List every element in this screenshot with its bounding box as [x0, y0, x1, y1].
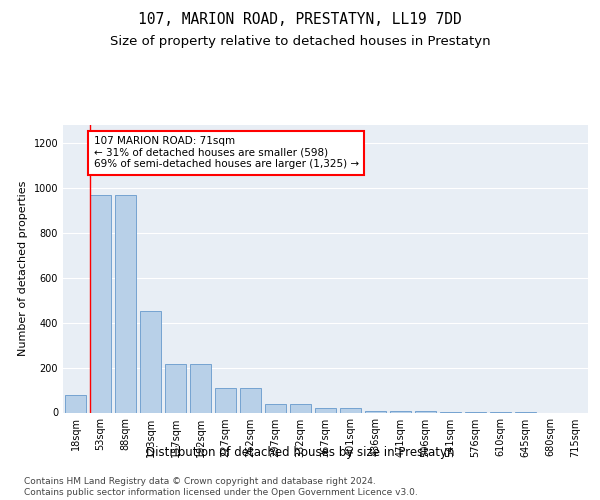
- Text: Contains HM Land Registry data © Crown copyright and database right 2024.
Contai: Contains HM Land Registry data © Crown c…: [24, 478, 418, 497]
- Bar: [240, 388, 261, 412]
- Bar: [290, 404, 311, 412]
- Bar: [315, 408, 336, 412]
- Bar: [265, 404, 286, 412]
- Text: 107 MARION ROAD: 71sqm
← 31% of detached houses are smaller (598)
69% of semi-de: 107 MARION ROAD: 71sqm ← 31% of detached…: [94, 136, 359, 170]
- Bar: [190, 364, 211, 412]
- Bar: [90, 194, 111, 412]
- Text: Size of property relative to detached houses in Prestatyn: Size of property relative to detached ho…: [110, 35, 490, 48]
- Bar: [140, 312, 161, 412]
- Text: 107, MARION ROAD, PRESTATYN, LL19 7DD: 107, MARION ROAD, PRESTATYN, LL19 7DD: [138, 12, 462, 28]
- Bar: [215, 388, 236, 412]
- Bar: [365, 410, 386, 412]
- Y-axis label: Number of detached properties: Number of detached properties: [18, 181, 28, 356]
- Bar: [65, 394, 86, 412]
- Bar: [340, 408, 361, 412]
- Text: Distribution of detached houses by size in Prestatyn: Distribution of detached houses by size …: [146, 446, 454, 459]
- Bar: [390, 410, 411, 412]
- Bar: [115, 194, 136, 412]
- Bar: [165, 364, 186, 412]
